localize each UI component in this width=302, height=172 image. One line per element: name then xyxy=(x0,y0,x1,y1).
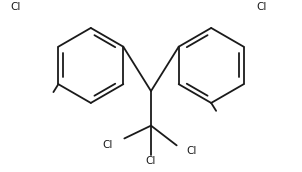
Text: Cl: Cl xyxy=(146,156,156,166)
Text: Cl: Cl xyxy=(187,146,197,156)
Text: Cl: Cl xyxy=(102,140,113,150)
Text: Cl: Cl xyxy=(10,2,20,12)
Text: Cl: Cl xyxy=(256,2,266,12)
